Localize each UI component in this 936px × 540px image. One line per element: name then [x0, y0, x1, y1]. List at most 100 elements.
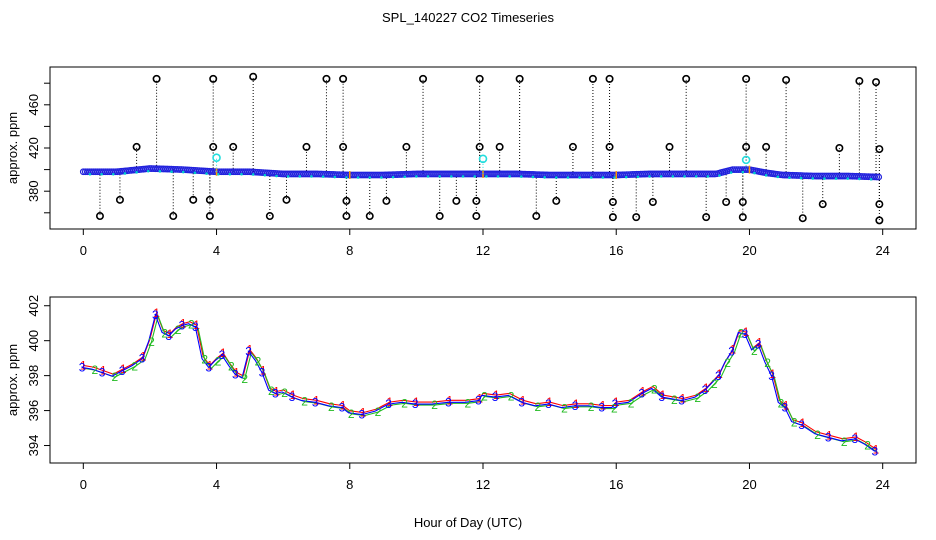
bottom-y-tick-label: 398 [26, 365, 41, 387]
series-2-marker: 2 [671, 393, 678, 407]
spike-point [515, 74, 524, 83]
series-1-marker: 1 [446, 393, 453, 407]
top-x-tick-label: 12 [476, 243, 490, 258]
series-2-marker: 2 [481, 389, 488, 403]
baseline-edge-point [321, 175, 325, 178]
series-2-marker: 2 [534, 400, 541, 414]
series-2-marker: 2 [588, 400, 595, 414]
bottom-x-tick-label: 16 [609, 477, 623, 492]
series-3-marker: 3 [782, 401, 789, 415]
series-2-marker: 2 [111, 370, 118, 384]
spike-point [875, 216, 884, 225]
series-1-marker: 1 [207, 358, 214, 372]
baseline-edge-point [356, 176, 360, 179]
series-1-marker: 1 [729, 343, 736, 357]
baseline-edge-point [88, 172, 92, 176]
series-2-marker: 2 [348, 407, 355, 421]
baseline-edge-point [858, 177, 861, 181]
series-3-marker: 3 [119, 364, 126, 378]
baseline-edge-point [251, 173, 255, 176]
spike-point [302, 142, 311, 151]
series-3-marker: 3 [658, 390, 665, 404]
series-3-marker: 3 [152, 308, 159, 322]
series-2-marker: 2 [764, 356, 771, 370]
baseline-edge-point [473, 175, 476, 178]
series-3-marker: 3 [385, 397, 392, 411]
baseline-edge-point [216, 172, 220, 176]
spike-point [169, 212, 178, 221]
series-2-marker: 2 [814, 428, 821, 442]
bottom-x-tick-label: 24 [875, 477, 889, 492]
series-1-marker: 1 [290, 388, 297, 402]
series-3-marker: 3 [359, 408, 366, 422]
series-1-marker: 1 [80, 358, 87, 372]
baseline-edge-point [333, 175, 337, 179]
spike-point [742, 142, 751, 151]
series-2-marker: 2 [91, 363, 98, 377]
series-3-marker: 3 [612, 397, 619, 411]
baseline-edge-point [543, 176, 546, 179]
spike-point [339, 74, 348, 83]
baseline-edge-point [601, 176, 605, 179]
series-2-marker: 2 [201, 353, 208, 367]
baseline-edge-point [415, 175, 418, 178]
series-1-marker: 1 [493, 388, 500, 402]
series-3-marker: 3 [272, 387, 279, 401]
series-2-marker: 2 [268, 384, 275, 398]
top-x-axis: 0 4 8 12 16 20 24 [80, 228, 890, 258]
top-x-tick-label: 20 [742, 243, 756, 258]
baseline-edge-point [741, 170, 745, 174]
baseline-edge-point [624, 175, 628, 179]
series-2-marker: 2 [431, 398, 438, 412]
spike-point [265, 212, 274, 221]
series-1-marker: 1 [220, 346, 227, 360]
series-1-marker: 1 [153, 306, 160, 320]
baseline-point [875, 173, 883, 181]
baseline-edge-point [263, 173, 267, 177]
baseline-edge-point [461, 175, 465, 178]
series-2-marker: 2 [791, 416, 798, 430]
baseline-edge-point [275, 174, 278, 178]
series-3-marker: 3 [728, 345, 735, 359]
spike-point [382, 196, 391, 205]
top-x-tick-label: 4 [213, 243, 220, 258]
series-3-marker: 3 [768, 369, 775, 383]
spike-point [875, 200, 884, 209]
highlight-point [741, 155, 751, 165]
series-3-marker: 3 [825, 430, 832, 444]
spike-point [209, 142, 218, 151]
series-1-marker: 1 [600, 399, 607, 413]
bottom-x-tick-label: 0 [80, 477, 87, 492]
spike-point [282, 195, 291, 204]
baseline-edge-point [811, 177, 815, 180]
bottom-x-tick-label: 8 [346, 477, 353, 492]
spike-point [229, 142, 238, 151]
series-1-marker: 1 [799, 416, 806, 430]
spike-point [342, 212, 351, 221]
series-1-marker: 1 [140, 350, 147, 364]
baseline-edge-point [181, 170, 185, 174]
bottom-y-tick-label: 400 [26, 330, 41, 352]
spike-point [855, 77, 864, 86]
series-3-marker: 3 [219, 348, 226, 362]
series-1-marker: 1 [703, 381, 710, 395]
spike-point [189, 195, 198, 204]
baseline-edge-point [310, 175, 313, 178]
spike-point [552, 196, 561, 205]
spike-point [702, 213, 711, 222]
series-1-marker: 1 [193, 318, 200, 332]
baseline-edge-point [834, 177, 838, 180]
series-1-marker: 1 [853, 430, 860, 444]
baseline-edge-point [869, 177, 873, 181]
highlight-point [212, 153, 221, 163]
series-2-marker: 2 [611, 402, 618, 416]
spike-point [205, 195, 214, 204]
spike-point [608, 198, 617, 207]
bottom-x-tick-label: 4 [213, 477, 220, 492]
spike-point [835, 144, 844, 153]
spike-point [365, 212, 374, 221]
series-2-marker: 2 [148, 335, 155, 349]
series-1-marker: 1 [660, 388, 667, 402]
series-2-marker: 2 [738, 326, 745, 340]
